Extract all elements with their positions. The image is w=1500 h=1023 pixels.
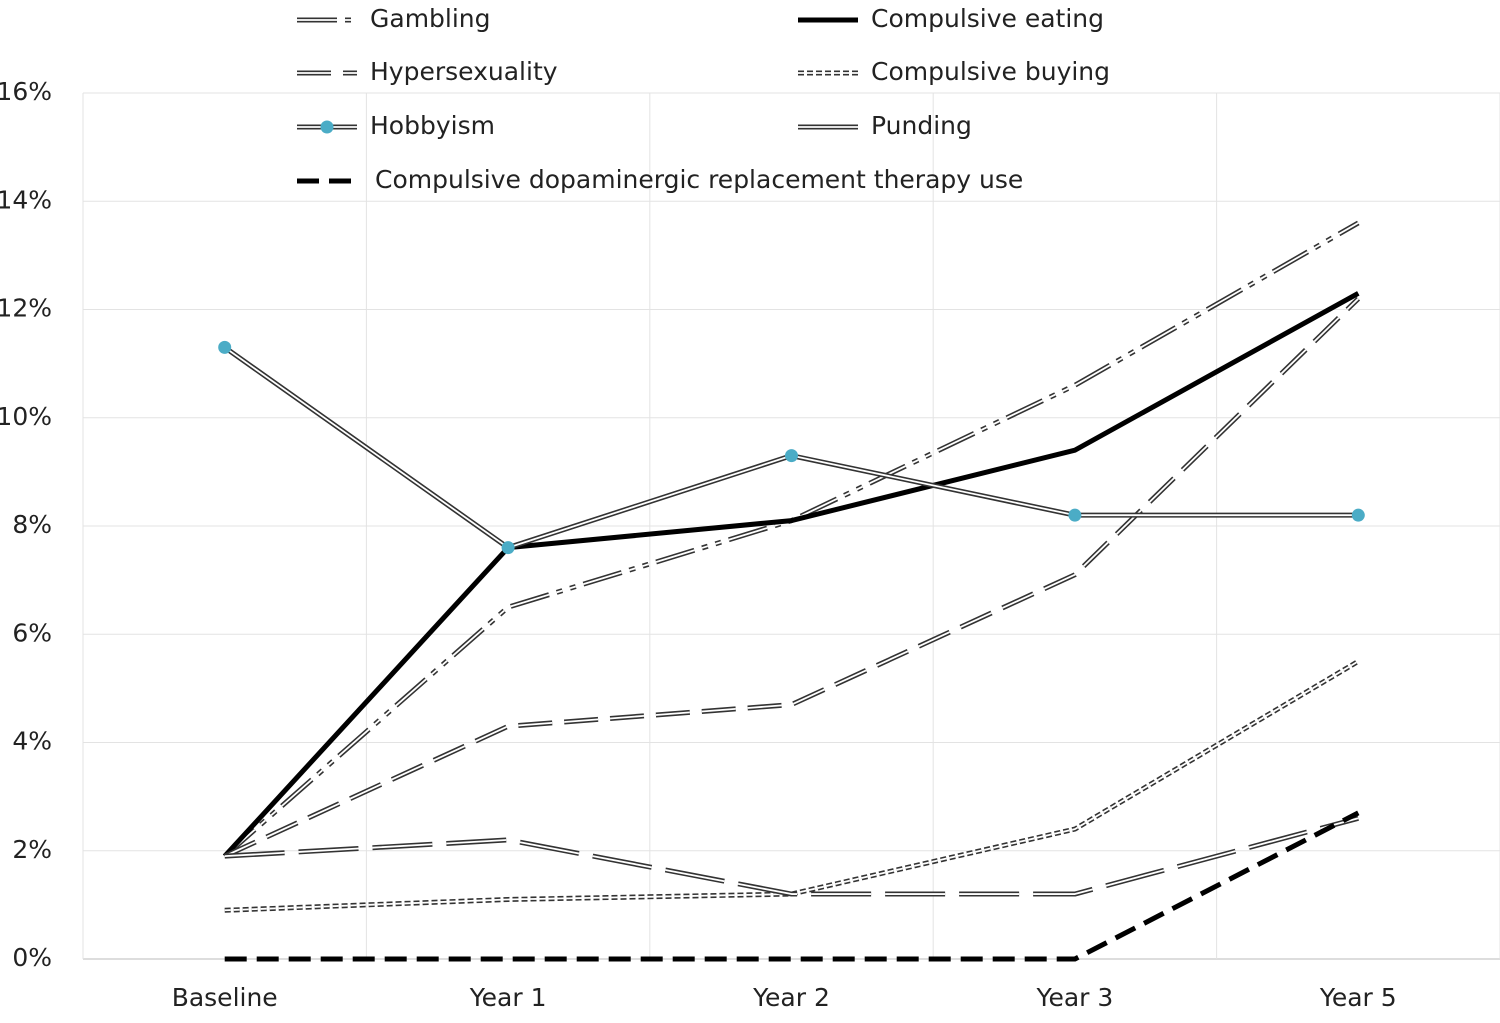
series-line	[223, 345, 1359, 551]
marker	[218, 340, 232, 354]
y-tick-label: 4%	[12, 727, 52, 756]
y-tick-label: 8%	[12, 510, 52, 539]
marker	[1351, 508, 1365, 522]
legend-label: Compulsive eating	[871, 4, 1104, 33]
series-line	[222, 291, 1360, 858]
legend-label: Hypersexuality	[370, 57, 558, 86]
y-tick-label: 12%	[0, 294, 52, 323]
series-line-inner	[224, 660, 1359, 912]
series-line-inner	[224, 222, 1359, 857]
y-tick-label: 0%	[12, 943, 52, 972]
legend-label: Compulsive dopaminergic replacement ther…	[375, 165, 1023, 194]
legend-label: Hobbyism	[370, 111, 495, 140]
legend-label: Gambling	[370, 4, 491, 33]
x-tick-label: Year 1	[469, 983, 547, 1012]
series-line	[224, 810, 1360, 962]
legend-label: Compulsive buying	[871, 57, 1110, 86]
series-line	[224, 659, 1360, 913]
marker	[501, 541, 515, 555]
series-line	[223, 220, 1360, 859]
x-tick-label: Baseline	[172, 983, 278, 1012]
x-tick-label: Year 2	[752, 983, 830, 1012]
series-line	[224, 815, 1359, 897]
legend-label: Punding	[871, 111, 972, 140]
y-tick-label: 6%	[12, 618, 52, 647]
y-tick-label: 14%	[0, 185, 52, 214]
marker	[1068, 508, 1082, 522]
series-line-inner	[224, 298, 1359, 857]
marker	[785, 449, 798, 463]
legend-marker	[320, 120, 334, 134]
y-tick-label: 16%	[0, 77, 52, 106]
series-line	[223, 296, 1361, 859]
x-tick-label: Year 3	[1036, 983, 1114, 1012]
y-tick-label: 2%	[12, 835, 52, 864]
y-tick-label: 10%	[0, 402, 52, 431]
series-line-inner	[224, 817, 1359, 895]
x-tick-label: Year 5	[1319, 983, 1397, 1012]
